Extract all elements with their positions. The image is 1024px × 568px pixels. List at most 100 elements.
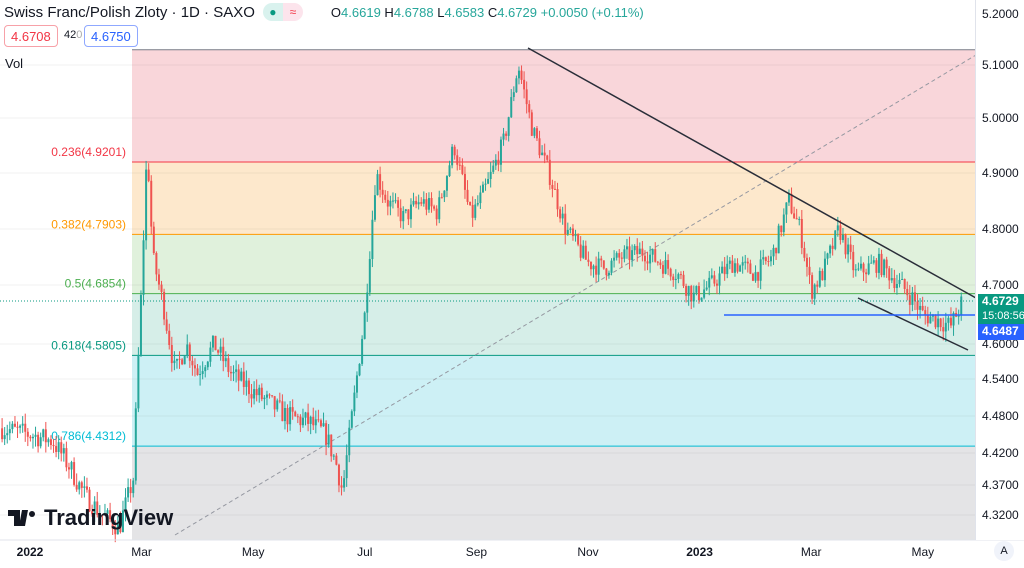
- candle-body: [145, 169, 148, 241]
- candle: [559, 206, 562, 223]
- candle: [710, 268, 713, 280]
- candle: [345, 444, 348, 487]
- candle: [751, 272, 754, 282]
- chart-header: Swiss Franc/Polish Zloty · 1D · SAXO ● ≈…: [4, 3, 644, 21]
- status-pill[interactable]: ● ≈: [262, 3, 303, 21]
- candle: [893, 269, 896, 293]
- candle-body: [191, 360, 194, 366]
- fib-level-label: 0.5(4.6854): [65, 277, 126, 291]
- candle: [723, 257, 726, 281]
- candle: [692, 285, 695, 308]
- candle: [602, 260, 605, 270]
- candle-body: [106, 510, 109, 514]
- candle: [422, 191, 425, 207]
- candle-body: [685, 285, 688, 296]
- price-tick: 4.6000: [982, 337, 1019, 351]
- candle: [111, 516, 114, 535]
- candle-body: [181, 359, 184, 365]
- candle: [638, 242, 641, 255]
- candle-body: [132, 480, 135, 494]
- fib-zone: [132, 446, 976, 540]
- candle: [741, 256, 744, 274]
- candle: [67, 462, 70, 479]
- fib-zone: [132, 355, 976, 447]
- candle: [615, 251, 618, 261]
- candle: [607, 270, 610, 279]
- candle-body: [165, 319, 168, 331]
- candle: [19, 424, 22, 434]
- price-tick: 5.2000: [982, 7, 1019, 21]
- candle-body: [664, 260, 667, 274]
- candle: [777, 223, 780, 254]
- candle-body: [875, 260, 878, 273]
- candle-body: [404, 209, 407, 211]
- symbol-title[interactable]: Swiss Franc/Polish Zloty · 1D · SAXO: [4, 3, 255, 21]
- candle-body: [803, 247, 806, 258]
- candle: [849, 235, 852, 260]
- candle: [98, 505, 101, 517]
- candle-body: [857, 268, 860, 270]
- candle: [885, 256, 888, 278]
- sell-button[interactable]: 4.6708: [4, 25, 58, 47]
- candle: [34, 426, 37, 447]
- candle: [944, 312, 947, 342]
- candle: [330, 434, 333, 462]
- candle: [29, 435, 32, 442]
- candle-body: [793, 213, 796, 219]
- candle: [515, 75, 518, 93]
- candle: [224, 351, 227, 368]
- candle: [605, 267, 608, 281]
- candle-body: [836, 225, 839, 231]
- candle: [26, 428, 29, 447]
- candle: [507, 116, 510, 142]
- candle-body: [957, 314, 960, 317]
- candle-body: [607, 272, 610, 276]
- candle-body: [286, 407, 289, 425]
- candle: [206, 360, 209, 371]
- candle: [805, 253, 808, 277]
- candle: [271, 395, 274, 398]
- buy-button[interactable]: 4.6750: [84, 25, 138, 47]
- time-tick: Mar: [800, 545, 822, 559]
- candle: [474, 199, 477, 221]
- candle-body: [384, 194, 387, 200]
- candle-body: [160, 284, 163, 292]
- candle-body: [649, 254, 652, 264]
- candle-body: [795, 218, 798, 220]
- candle-body: [245, 380, 248, 387]
- time-tick: Mar: [131, 545, 152, 559]
- candle: [103, 503, 106, 516]
- candle-body: [62, 448, 65, 454]
- tradingview-logo[interactable]: TradingView: [8, 505, 173, 531]
- candle: [494, 154, 497, 170]
- candle-body: [24, 423, 27, 432]
- candle: [957, 309, 960, 325]
- candle-body: [700, 297, 703, 301]
- candle-body: [569, 228, 572, 230]
- candle: [461, 158, 464, 176]
- candle-body: [19, 425, 22, 428]
- candle-body: [564, 213, 567, 235]
- volume-label: Vol: [5, 56, 24, 71]
- candle-body: [445, 176, 448, 191]
- candle: [749, 259, 752, 275]
- candle-body: [487, 178, 490, 184]
- candle-body: [3, 435, 6, 440]
- candle-body: [556, 189, 559, 210]
- candle-body: [736, 263, 739, 272]
- candle-body: [258, 387, 261, 396]
- candle: [543, 143, 546, 164]
- candle-body: [263, 397, 266, 400]
- candle: [541, 145, 544, 156]
- candle: [3, 427, 6, 446]
- candle: [523, 71, 526, 99]
- candle-body: [841, 234, 844, 241]
- candle-body: [883, 259, 886, 276]
- auto-scale-button[interactable]: A: [994, 541, 1014, 561]
- candle-body: [307, 412, 310, 424]
- price-axis[interactable]: 5.2000 5.1000 5.0000 4.9000 4.8000 4.7000 4.60…: [975, 0, 1024, 540]
- candle: [512, 86, 515, 102]
- fib-level-label: 0.618(4.5805): [51, 338, 126, 352]
- candle-body: [800, 218, 803, 248]
